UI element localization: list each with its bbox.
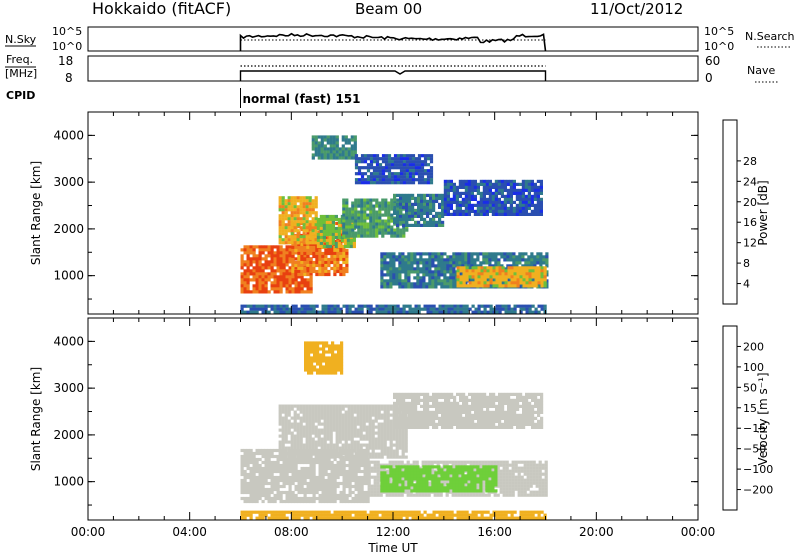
velocity-ytick-0: 1000	[53, 475, 84, 489]
freq-unit-label: [MHz]	[5, 67, 37, 80]
nsky-label: N.Sky	[5, 33, 37, 46]
time-axis: 00:00 04:00 08:00 12:00 16:00 20:00 00:00	[71, 525, 716, 539]
power-colorbar-tick-2: 12	[743, 237, 757, 250]
nsearch-label: N.Search	[745, 30, 795, 43]
power-region-10	[354, 154, 434, 185]
velocity-ytick-3: 4000	[53, 334, 84, 348]
velocity-colorbar: 200 100 50 15 −15 −50 −100 −200	[722, 325, 773, 511]
velocity-colorbar-label: Velocity [m s⁻¹]	[756, 372, 770, 465]
velocity-colorbar-tick-7: −200	[743, 484, 773, 497]
velocity-heatmap	[240, 341, 548, 520]
nave-tick-bottom: 0	[705, 71, 713, 85]
power-ytick-1: 2000	[53, 222, 84, 236]
power-colorbar-tick-0: 4	[743, 278, 750, 291]
velocity-colorbar-tick-6: −100	[743, 463, 773, 476]
velocity-region-0	[240, 448, 370, 504]
nsky-panel-frame	[87, 26, 699, 52]
velocity-colorbar-tick-2: 50	[743, 381, 757, 394]
time-tick-0: 00:00	[71, 525, 106, 539]
velocity-region-1	[278, 404, 408, 459]
power-colorbar: 4 8 12 16 20 24 28	[722, 119, 757, 305]
power-colorbar-tick-5: 24	[743, 175, 757, 188]
freq-panel-frame	[87, 55, 699, 82]
time-tick-1: 04:00	[172, 525, 207, 539]
velocity-region-2	[393, 392, 544, 429]
nave-label: Nave	[747, 64, 775, 77]
velocity-axes: 1000 2000 3000 4000	[53, 318, 699, 520]
velocity-region-6	[240, 510, 547, 520]
power-colorbar-tick-1: 8	[743, 257, 750, 270]
power-axes: 1000 2000 3000 4000	[53, 112, 699, 314]
power-ytick-0: 1000	[53, 269, 84, 283]
time-tick-3: 12:00	[376, 525, 411, 539]
freq-trace	[239, 70, 547, 81]
freq-label: Freq.	[6, 53, 33, 66]
power-colorbar-tick-3: 16	[743, 216, 757, 229]
nsearch-tick-bottom: 10^0	[704, 40, 734, 53]
cpid-label: CPID	[6, 89, 35, 102]
power-colorbar-label: Power [dB]	[756, 180, 770, 245]
velocity-region-5	[304, 341, 344, 375]
time-tick-2: 08:00	[274, 525, 309, 539]
power-region-2	[278, 196, 318, 245]
time-tick-4: 16:00	[477, 525, 512, 539]
power-region-8	[456, 266, 547, 288]
nave-tick-top: 60	[705, 54, 720, 68]
cpid-mode: normal (fast) 151	[243, 92, 361, 106]
power-region-9	[311, 135, 357, 160]
freq-tick-bottom: 8	[65, 71, 73, 85]
power-region-5	[393, 193, 445, 227]
velocity-colorbar-tick-1: 100	[743, 361, 764, 374]
power-ytick-3: 4000	[53, 128, 84, 142]
power-region-6	[443, 179, 543, 216]
freq-tick-top: 18	[58, 54, 73, 68]
power-colorbar-tick-4: 20	[743, 196, 757, 209]
nsky-tick-bottom: 10^0	[52, 40, 82, 53]
beam-title: Beam 00	[355, 0, 422, 18]
time-tick-6: 00:00	[681, 525, 716, 539]
nsky-trace	[239, 32, 547, 52]
time-axis-label: Time UT	[367, 541, 418, 554]
velocity-colorbar-tick-3: 15	[743, 402, 757, 415]
power-ylabel: Slant Range [km]	[29, 161, 43, 265]
velocity-ytick-1: 2000	[53, 428, 84, 442]
velocity-colorbar-tick-0: 200	[743, 340, 764, 353]
power-colorbar-tick-6: 28	[743, 155, 757, 168]
velocity-ytick-2: 3000	[53, 381, 84, 395]
velocity-colorbar-tick-4: −15	[743, 422, 766, 435]
station-title: Hokkaido (fitACF)	[92, 0, 231, 18]
power-ytick-2: 3000	[53, 175, 84, 189]
velocity-colorbar-tick-5: −50	[743, 443, 766, 456]
velocity-ylabel: Slant Range [km]	[29, 367, 43, 471]
time-tick-5: 20:00	[579, 525, 614, 539]
date-title: 11/Oct/2012	[590, 0, 683, 18]
velocity-region-4	[380, 465, 498, 493]
nsky-tick-top: 10^5	[52, 25, 82, 38]
power-heatmap	[240, 135, 549, 314]
nsearch-tick-top: 10^5	[704, 25, 734, 38]
power-region-11	[240, 304, 547, 314]
